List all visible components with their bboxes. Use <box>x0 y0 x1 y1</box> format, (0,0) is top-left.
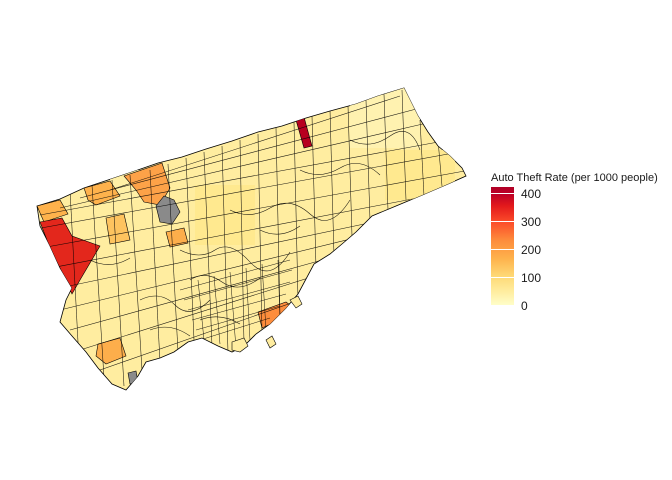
region-central-west <box>195 185 255 245</box>
region-east <box>385 150 455 200</box>
downtown-mesh <box>179 259 293 349</box>
region-southwest-orange <box>95 337 127 365</box>
legend-label-100: 100 <box>521 271 542 285</box>
coast-detail <box>289 295 303 309</box>
region-missing-1 <box>155 195 181 225</box>
legend-tick-0 <box>491 305 514 306</box>
legend-label-200: 200 <box>521 243 542 257</box>
boundary-mesh <box>37 89 466 387</box>
legend-label-300: 300 <box>521 215 542 229</box>
legend-label-400: 400 <box>521 187 542 201</box>
legend-tick-200 <box>491 249 514 250</box>
legend-tick-100 <box>491 277 514 278</box>
legend-label-0: 0 <box>521 299 528 313</box>
legend-tick-400 <box>491 193 514 194</box>
region-west-orange-2 <box>37 199 69 223</box>
island-2 <box>265 335 277 349</box>
legend-title: Auto Theft Rate (per 1000 people) <box>491 172 658 184</box>
island-1 <box>231 337 249 353</box>
legend-tick-300 <box>491 221 514 222</box>
legend-colorbar <box>491 187 514 306</box>
region-west-light-orange <box>105 213 131 245</box>
